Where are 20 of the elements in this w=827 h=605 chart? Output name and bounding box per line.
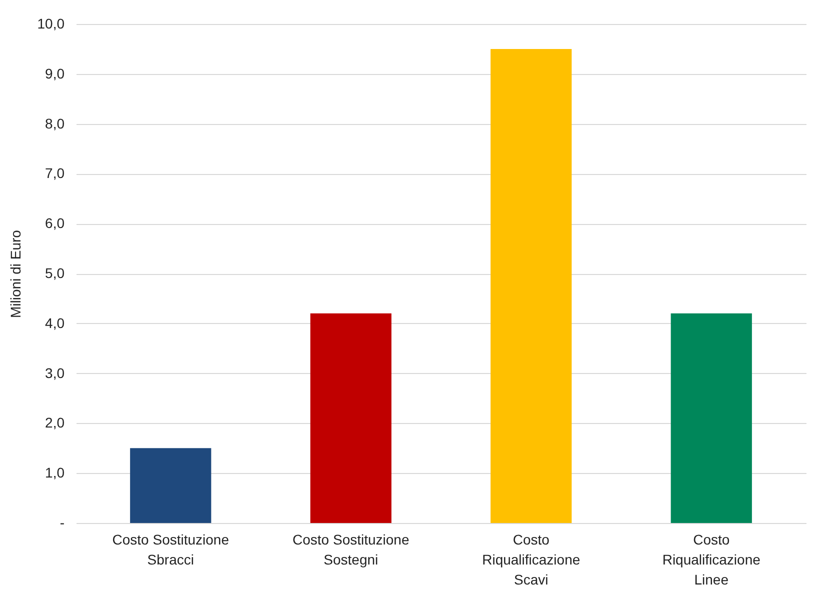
- bar: [130, 448, 212, 523]
- bar: [490, 48, 572, 523]
- bar: [310, 313, 392, 523]
- x-tick-label: Costo Riqualificazione Linee: [662, 532, 761, 588]
- y-tick-label: 10,0: [37, 16, 65, 32]
- y-tick-label: 4,0: [45, 314, 65, 331]
- x-tick-label: Costo Sostituzione Sbracci: [112, 532, 230, 568]
- y-tick-label: 5,0: [45, 265, 65, 281]
- y-tick-label: 6,0: [45, 215, 65, 232]
- y-axis-title: Milioni di Euro: [7, 230, 24, 318]
- x-tick-label: Costo Riqualificazione Scavi: [482, 532, 580, 588]
- x-tick-label: Costo Sostituzione Sostegni: [292, 532, 410, 568]
- y-tick-label: -: [60, 514, 65, 530]
- y-tick-label: 1,0: [45, 464, 65, 481]
- y-tick-label: 8,0: [45, 115, 65, 132]
- y-tick-label: 3,0: [45, 364, 65, 381]
- y-tick-label: 7,0: [45, 165, 65, 182]
- bar: [670, 313, 752, 523]
- y-tick-label: 9,0: [45, 65, 65, 82]
- y-tick-label: 2,0: [45, 414, 65, 431]
